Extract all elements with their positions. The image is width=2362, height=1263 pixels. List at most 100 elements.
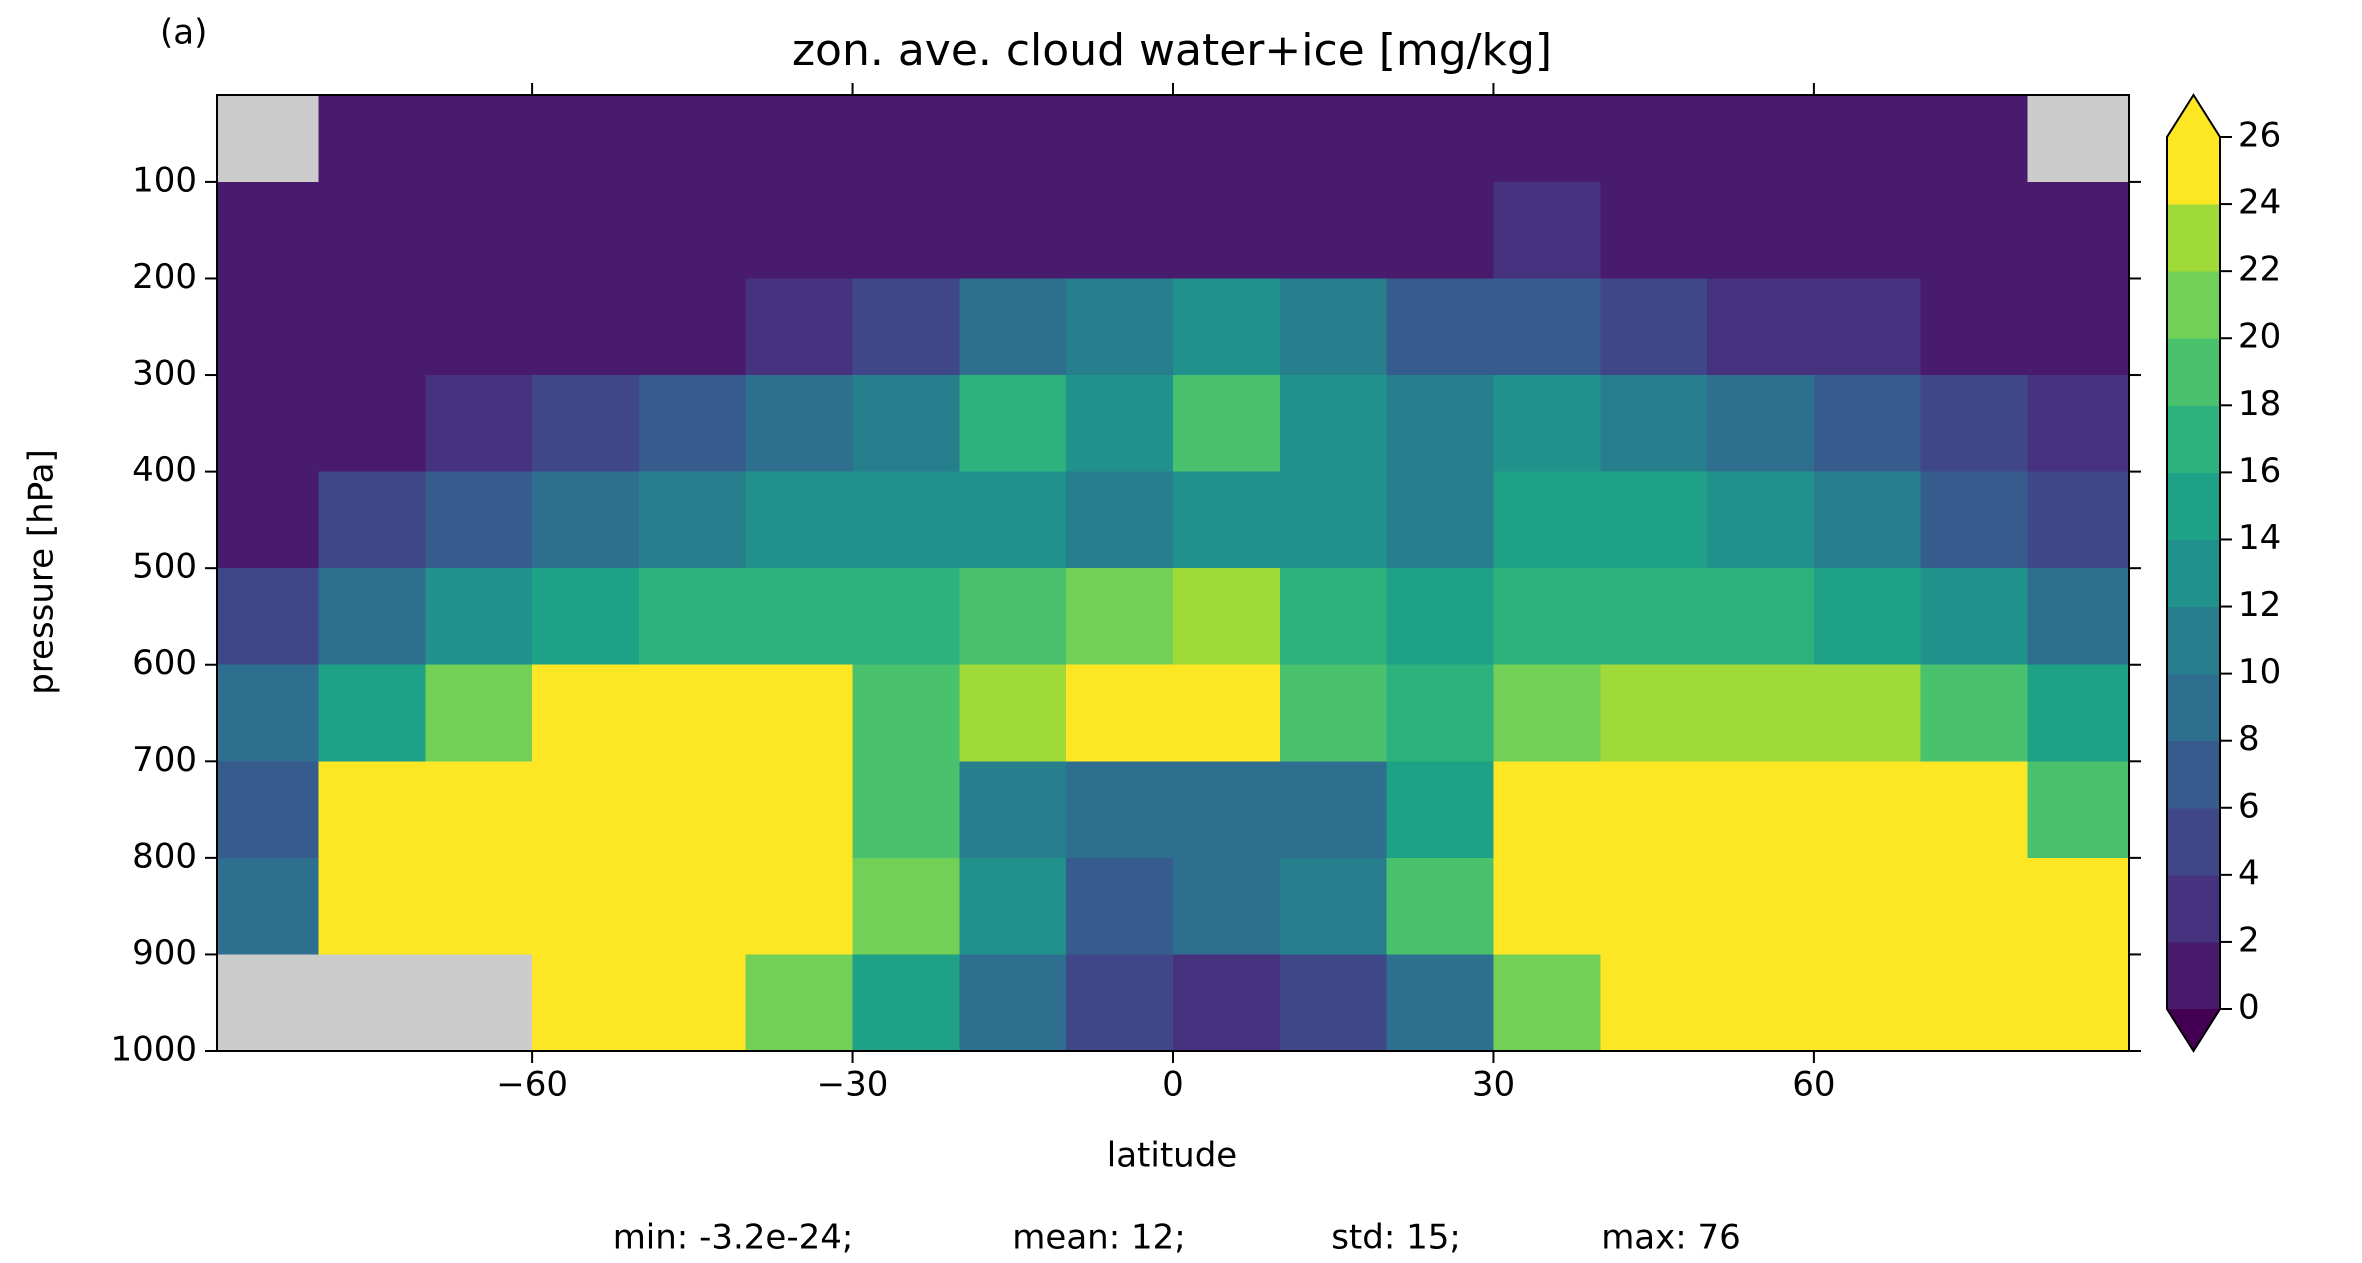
stat-text: std: 15; [1331,1218,1461,1258]
contour-cell [217,664,319,762]
contour-cell [217,761,319,859]
contour-cell [532,857,640,955]
contour-cell [1386,761,1494,859]
contour-cell [1493,954,1601,1052]
contour-cell [217,857,319,955]
colorbar-tick-label: 14 [2238,518,2281,558]
contour-cell [1707,181,1815,279]
contour-cell [217,278,319,376]
contour-cell [959,375,1067,473]
contour-cell [217,471,319,569]
contour-cell [1173,954,1281,1052]
colorbar-bin [2167,673,2220,742]
contour-cell [638,278,747,376]
contour-cell [1707,95,1815,183]
contour-cell [745,568,854,666]
contour-cell [318,568,426,666]
contour-cell [1493,375,1601,473]
panel-label: (a) [160,13,207,53]
colorbar-tick-label: 20 [2238,317,2281,357]
contour-cell [1173,761,1281,859]
contour-cell [638,664,747,762]
y-tick-label: 400 [132,450,197,490]
contour-cell [425,95,533,183]
contour-cell [318,375,426,473]
contour-cell [1386,664,1494,762]
contour-cell [2027,761,2130,859]
contour-cell [638,375,747,473]
contour-cell [217,568,319,666]
colorbar-bin [2167,338,2220,406]
contour-cell [1813,278,1922,376]
contour-cell [1386,857,1494,955]
y-tick-label: 600 [132,643,197,683]
contour-cell [1707,375,1815,473]
contour-cell [318,954,426,1052]
contour-cell [532,278,640,376]
contour-cell [1600,181,1708,279]
contour-cell [852,375,960,473]
contour-cell [1066,471,1174,569]
contour-cell [532,471,640,569]
stat-text: mean: 12; [1012,1218,1185,1258]
contour-cell [1173,471,1281,569]
y-tick-label: 900 [132,933,197,973]
contour-cell [1066,664,1174,762]
colorbar-bin [2167,405,2220,473]
contour-cell [1173,278,1281,376]
contour-cell [425,568,533,666]
contour-cell [1707,954,1815,1052]
contour-cell [1920,664,2029,762]
contour-cell [1279,761,1388,859]
contour-cell [1707,568,1815,666]
contour-cell [852,181,960,279]
colorbar-tick-label: 12 [2238,585,2281,625]
contour-cell [1600,375,1708,473]
contour-cell [1813,857,1922,955]
contour-cell [1920,375,2029,473]
contour-cell [959,664,1067,762]
colorbar-tick-label: 10 [2238,652,2281,692]
contour-cell [1173,857,1281,955]
contour-cell [745,278,854,376]
contour-cell [425,664,533,762]
contour-cell [1920,954,2029,1052]
y-tick-label: 1000 [110,1030,197,1070]
contour-cell [1066,278,1174,376]
contour-cell [1707,761,1815,859]
colorbar-tick-label: 26 [2238,116,2281,156]
contour-cell [1813,375,1922,473]
contour-cell [1600,471,1708,569]
contour-cell [1279,375,1388,473]
contour-cell [638,471,747,569]
contour-cell [852,568,960,666]
contour-cell [745,664,854,762]
contour-cell [1386,95,1494,183]
colorbar-bin [2167,204,2220,272]
contour-cell [318,664,426,762]
contour-cell [1173,95,1281,183]
contour-cell [1813,761,1922,859]
colorbar-bin [2167,271,2220,339]
contour-cell [1600,954,1708,1052]
contour-cell [1707,278,1815,376]
contour-cell [1386,278,1494,376]
contour-cell [1600,664,1708,762]
contour-cell [532,375,640,473]
contour-cell [745,761,854,859]
contour-cell [1493,471,1601,569]
contour-cell [745,181,854,279]
contour-cell [1279,857,1388,955]
contour-cell [2027,375,2130,473]
contour-cell [425,278,533,376]
contour-cell [638,95,747,183]
contour-cell [532,664,640,762]
contour-cell [852,954,960,1052]
contour-cell [532,568,640,666]
contour-cell [959,471,1067,569]
x-tick-label: −30 [817,1065,889,1105]
colorbar-over [2167,95,2220,137]
contour-cell [959,954,1067,1052]
contour-cell [1173,568,1281,666]
